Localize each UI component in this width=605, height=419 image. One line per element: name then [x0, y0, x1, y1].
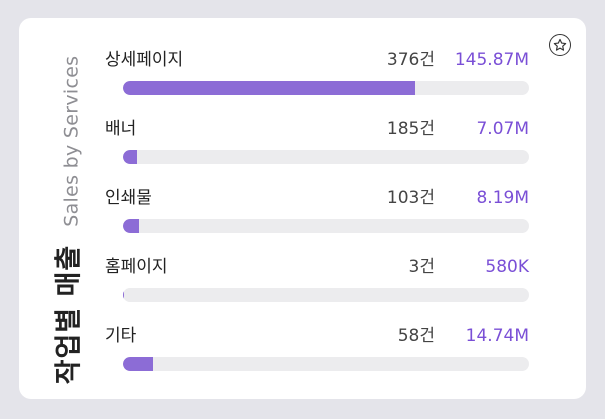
star-outline-icon	[553, 38, 567, 51]
favorite-button[interactable]	[549, 34, 571, 56]
service-label: 배너	[105, 119, 137, 139]
progress-fill	[123, 219, 140, 233]
list-item: 기타 58건 14.74M	[105, 324, 529, 393]
side-title: 작업별 매출 Sales by Services	[46, 42, 86, 398]
list-item: 상세페이지 376건 145.87M	[105, 48, 529, 117]
service-count: 376건	[386, 50, 435, 70]
progress-track	[123, 288, 529, 302]
service-amount: 7.07M	[476, 119, 529, 139]
service-label: 인쇄물	[105, 188, 152, 208]
progress-fill	[123, 357, 154, 371]
progress-track	[123, 81, 529, 95]
service-label: 상세페이지	[105, 50, 184, 70]
sales-by-services-card: 작업별 매출 Sales by Services 상세페이지 376건 145.…	[19, 18, 586, 399]
list-item: 홈페이지 3건 580K	[105, 255, 529, 324]
progress-fill	[123, 288, 125, 302]
progress-fill	[123, 81, 416, 95]
list-item: 인쇄물 103건 8.19M	[105, 186, 529, 255]
service-count: 103건	[386, 188, 435, 208]
widget-title: 작업별 매출	[53, 244, 85, 385]
service-count: 185건	[386, 119, 435, 139]
service-amount: 14.74M	[465, 326, 529, 346]
widget-subtitle: Sales by Services	[60, 55, 83, 227]
service-count: 58건	[397, 326, 435, 346]
progress-track	[123, 150, 529, 164]
service-amount: 580K	[485, 257, 529, 277]
progress-fill	[123, 150, 138, 164]
progress-track	[123, 357, 529, 371]
service-list: 상세페이지 376건 145.87M 배너 185건 7.07M 인쇄물 103…	[105, 48, 529, 393]
service-amount: 8.19M	[476, 188, 529, 208]
service-label: 홈페이지	[105, 257, 168, 277]
service-amount: 145.87M	[454, 50, 529, 70]
service-label: 기타	[105, 326, 137, 346]
service-count: 3건	[408, 257, 435, 277]
progress-track	[123, 219, 529, 233]
list-item: 배너 185건 7.07M	[105, 117, 529, 186]
